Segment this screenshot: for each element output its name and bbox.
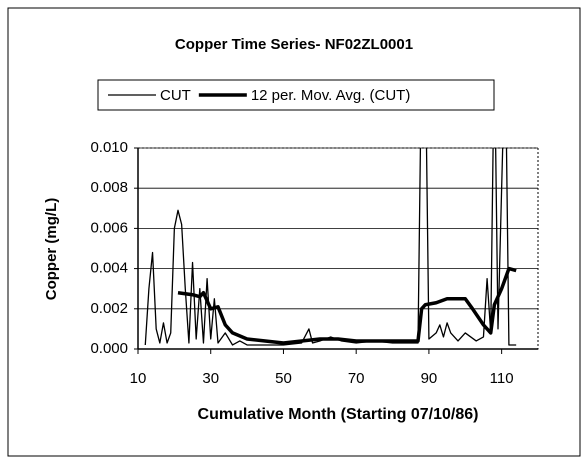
y-tick-label: 0.008	[90, 179, 128, 196]
x-tick-label: 90	[421, 370, 438, 387]
y-tick-label: 0.004	[90, 260, 128, 277]
y-tick-label: 0.002	[90, 300, 128, 317]
x-tick-label: 110	[490, 370, 514, 387]
chart-title: Copper Time Series- NF02ZL0001	[175, 36, 413, 53]
x-axis-label: Cumulative Month (Starting 07/10/86)	[198, 406, 479, 423]
y-tick-label: 0.000	[90, 340, 128, 357]
legend-box	[97, 79, 495, 111]
y-tick-label: 0.010	[90, 139, 128, 156]
y-tick-label: 0.006	[90, 219, 128, 236]
legend-label: CUT	[160, 87, 191, 104]
x-tick-label: 10	[130, 370, 147, 387]
series-line	[177, 266, 517, 345]
x-tick-label: 70	[348, 370, 365, 387]
legend-label: 12 per. Mov. Avg. (CUT)	[251, 87, 411, 104]
x-tick-label: 50	[275, 370, 292, 387]
plot-lines	[144, 148, 517, 346]
chart-frame	[7, 7, 581, 457]
x-tick-label: 30	[202, 370, 219, 387]
y-axis-label: Copper (mg/L)	[43, 198, 60, 301]
series-line	[144, 148, 517, 346]
